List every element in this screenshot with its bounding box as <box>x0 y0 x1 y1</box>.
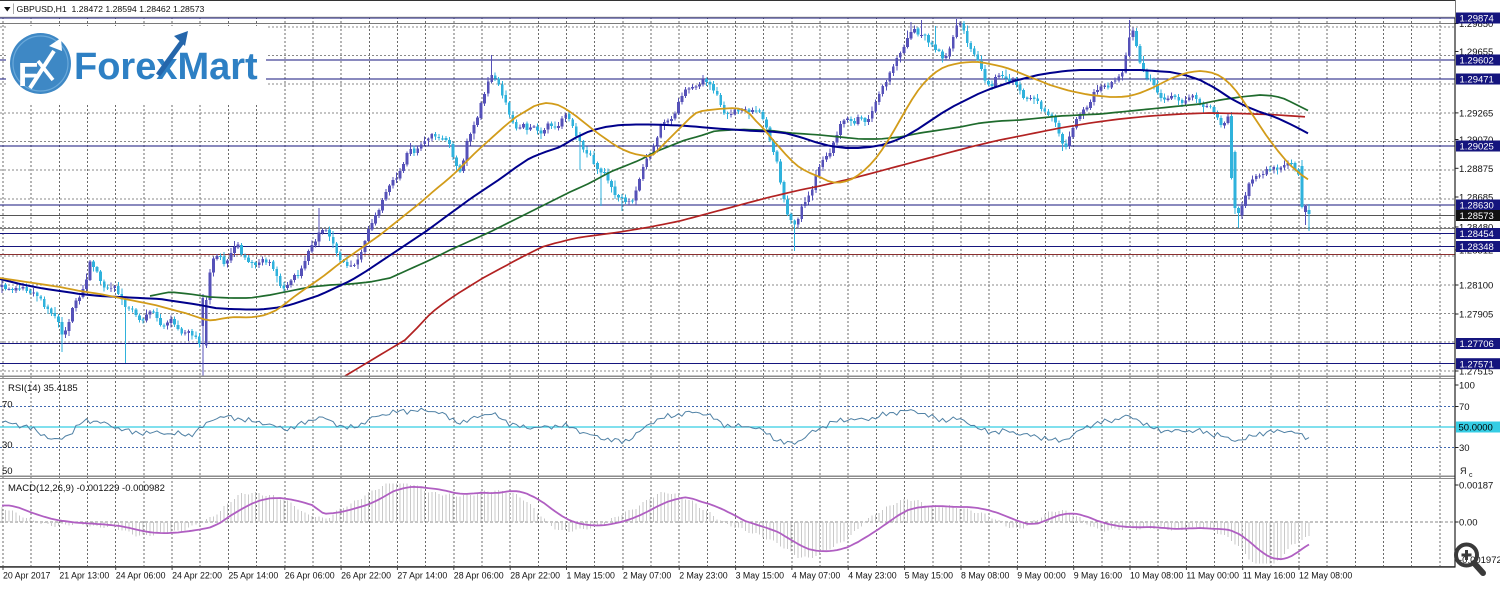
svg-text:1.29602: 1.29602 <box>1460 56 1494 67</box>
svg-text:1.28573: 1.28573 <box>1460 211 1494 222</box>
svg-text:0.00: 0.00 <box>1459 518 1478 529</box>
svg-text:MACD(12,26,9) -0.001229 -0.000: MACD(12,26,9) -0.001229 -0.000982 <box>8 483 165 494</box>
svg-text:1.28454: 1.28454 <box>1460 229 1494 240</box>
svg-text:28 Apr 22:00: 28 Apr 22:00 <box>510 571 560 581</box>
svg-text:25 Apr 14:00: 25 Apr 14:00 <box>228 571 278 581</box>
svg-text:1.28348: 1.28348 <box>1460 242 1494 253</box>
svg-text:RSI(14) 35.4185: RSI(14) 35.4185 <box>8 383 78 394</box>
svg-text:24 Apr 06:00: 24 Apr 06:00 <box>116 571 166 581</box>
svg-text:27 Apr 14:00: 27 Apr 14:00 <box>397 571 447 581</box>
svg-text:20 Apr 2017: 20 Apr 2017 <box>3 571 51 581</box>
svg-text:3 May 15:00: 3 May 15:00 <box>736 571 785 581</box>
svg-text:Я: Я <box>1460 466 1467 476</box>
svg-text:21 Apr 13:00: 21 Apr 13:00 <box>59 571 109 581</box>
svg-text:28 Apr 06:00: 28 Apr 06:00 <box>454 571 504 581</box>
svg-text:26 Apr 06:00: 26 Apr 06:00 <box>285 571 335 581</box>
svg-text:2 May 07:00: 2 May 07:00 <box>623 571 672 581</box>
svg-text:1.29874: 1.29874 <box>1460 14 1494 25</box>
svg-text:8 May 08:00: 8 May 08:00 <box>961 571 1010 581</box>
svg-text:26 Apr 22:00: 26 Apr 22:00 <box>341 571 391 581</box>
svg-text:c: c <box>1469 472 1473 479</box>
svg-text:4 May 07:00: 4 May 07:00 <box>792 571 841 581</box>
svg-text:1.27706: 1.27706 <box>1460 339 1494 350</box>
svg-text:GBPUSD,H1 1.28472 1.28594 1.2: GBPUSD,H1 1.28472 1.28594 1.28462 1.2857… <box>17 4 205 14</box>
svg-text:30: 30 <box>1459 443 1470 454</box>
svg-text:11 May 00:00: 11 May 00:00 <box>1186 571 1239 581</box>
svg-text:F: F <box>18 56 38 93</box>
svg-text:1.29471: 1.29471 <box>1460 75 1494 86</box>
svg-text:24 Apr 22:00: 24 Apr 22:00 <box>172 571 222 581</box>
svg-text:30: 30 <box>2 440 13 451</box>
svg-text:1.27905: 1.27905 <box>1459 310 1493 321</box>
svg-text:1.28100: 1.28100 <box>1459 281 1493 292</box>
svg-text:1.28875: 1.28875 <box>1459 164 1493 175</box>
svg-text:11 May 16:00: 11 May 16:00 <box>1243 571 1296 581</box>
svg-text:9 May 16:00: 9 May 16:00 <box>1074 571 1123 581</box>
svg-text:50.0000: 50.0000 <box>1459 423 1493 434</box>
svg-text:2 May 23:00: 2 May 23:00 <box>679 571 728 581</box>
svg-text:1.29025: 1.29025 <box>1460 142 1494 153</box>
svg-text:1.28630: 1.28630 <box>1460 201 1494 212</box>
svg-text:4 May 23:00: 4 May 23:00 <box>848 571 897 581</box>
svg-text:1.27571: 1.27571 <box>1460 359 1494 370</box>
svg-text:0.00187: 0.00187 <box>1459 481 1493 492</box>
svg-text:70: 70 <box>2 400 13 411</box>
svg-text:5 May 15:00: 5 May 15:00 <box>905 571 954 581</box>
svg-text:10 May 08:00: 10 May 08:00 <box>1130 571 1183 581</box>
svg-text:70: 70 <box>1459 402 1470 413</box>
svg-text:100: 100 <box>1459 381 1475 392</box>
svg-text:9 May 00:00: 9 May 00:00 <box>1017 571 1066 581</box>
svg-text:1 May 15:00: 1 May 15:00 <box>567 571 616 581</box>
svg-text:50: 50 <box>2 466 13 477</box>
svg-text:12 May 08:00: 12 May 08:00 <box>1299 571 1352 581</box>
svg-text:1.29265: 1.29265 <box>1459 108 1493 119</box>
